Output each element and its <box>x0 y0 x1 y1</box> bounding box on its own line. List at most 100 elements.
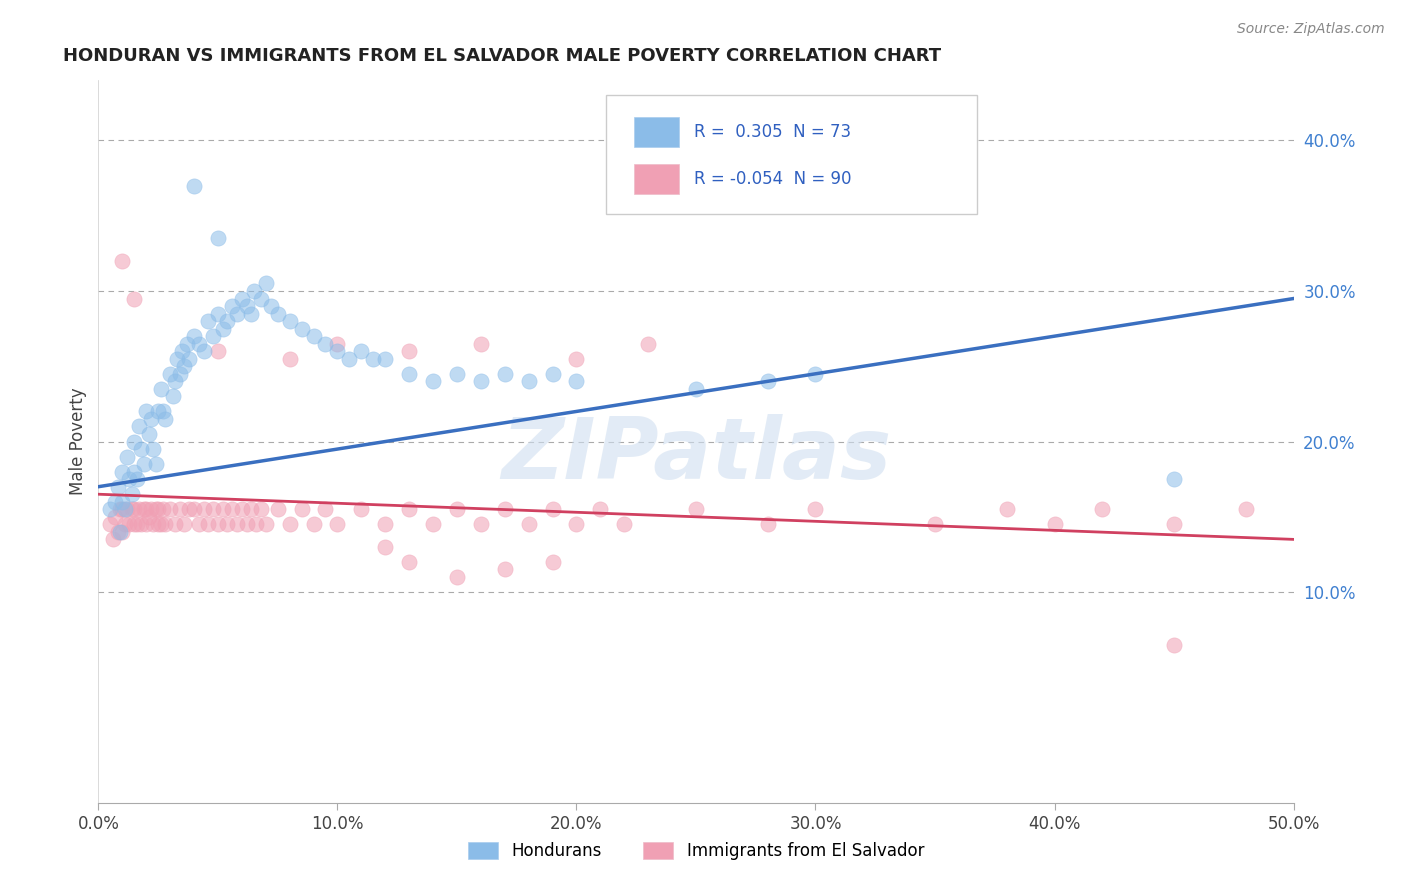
Point <box>470 517 492 532</box>
Point <box>111 494 134 508</box>
Point <box>139 502 162 516</box>
Point <box>541 555 564 569</box>
Point <box>756 374 779 388</box>
Point <box>278 314 301 328</box>
Text: R =  0.305  N = 73: R = 0.305 N = 73 <box>693 122 851 141</box>
Point <box>685 502 707 516</box>
Point <box>291 321 314 335</box>
Point <box>221 299 243 313</box>
Text: ZIPatlas: ZIPatlas <box>501 415 891 498</box>
Point <box>169 367 191 381</box>
Point <box>589 502 612 516</box>
Point <box>104 494 127 508</box>
Point <box>125 517 148 532</box>
Point <box>217 314 239 328</box>
Point <box>1091 502 1114 516</box>
Point <box>155 412 177 426</box>
Point <box>132 502 155 516</box>
Point <box>131 517 153 532</box>
Point <box>169 502 191 516</box>
Point <box>250 502 273 516</box>
Point <box>302 329 325 343</box>
Point <box>159 367 181 381</box>
Point <box>637 336 659 351</box>
Point <box>101 533 124 547</box>
Text: HONDURAN VS IMMIGRANTS FROM EL SALVADOR MALE POVERTY CORRELATION CHART: HONDURAN VS IMMIGRANTS FROM EL SALVADOR … <box>63 47 941 65</box>
Point <box>172 344 194 359</box>
Point <box>202 329 225 343</box>
Point <box>267 502 290 516</box>
Point <box>350 344 373 359</box>
Text: R = -0.054  N = 90: R = -0.054 N = 90 <box>693 169 851 187</box>
Point <box>685 382 707 396</box>
Point <box>125 472 148 486</box>
Point <box>111 524 134 539</box>
Point <box>179 502 201 516</box>
Point <box>291 502 314 516</box>
Point <box>245 517 267 532</box>
Point <box>243 284 266 298</box>
Point <box>166 351 188 366</box>
Point <box>162 389 184 403</box>
Bar <box>634 117 679 147</box>
Point <box>398 344 420 359</box>
Point <box>118 517 141 532</box>
Point <box>494 502 516 516</box>
Point <box>173 359 195 374</box>
Point <box>278 351 301 366</box>
Point <box>804 367 827 381</box>
Point <box>278 517 301 532</box>
Point <box>231 502 253 516</box>
Point <box>193 502 215 516</box>
Point <box>163 517 186 532</box>
Point <box>267 307 290 321</box>
Point <box>132 457 155 471</box>
Point <box>115 450 138 464</box>
Point <box>924 517 946 532</box>
Point <box>207 307 229 321</box>
Point <box>374 540 396 554</box>
Point <box>250 292 273 306</box>
Point <box>124 434 146 449</box>
Point <box>104 509 127 524</box>
Point <box>98 517 122 532</box>
Point <box>159 502 181 516</box>
Point <box>207 231 229 245</box>
Point <box>240 307 263 321</box>
Point <box>124 292 146 306</box>
Point <box>148 502 170 516</box>
Point <box>315 502 337 516</box>
Point <box>145 457 167 471</box>
Point <box>111 502 134 516</box>
Point <box>446 367 468 381</box>
Point <box>254 517 277 532</box>
Point <box>398 367 420 381</box>
Point <box>148 404 170 418</box>
Point <box>363 351 385 366</box>
Point <box>115 502 138 516</box>
Point <box>142 442 165 456</box>
Point <box>240 502 263 516</box>
Point <box>135 502 157 516</box>
Point <box>398 555 420 569</box>
Point <box>107 480 129 494</box>
Point <box>187 517 209 532</box>
Point <box>187 336 209 351</box>
Point <box>494 562 516 576</box>
Point <box>183 178 205 193</box>
Point <box>108 524 131 539</box>
Point <box>121 487 143 501</box>
Point <box>179 351 201 366</box>
Point <box>176 336 198 351</box>
Point <box>163 374 186 388</box>
Point <box>315 336 337 351</box>
Point <box>107 524 129 539</box>
Point <box>326 336 349 351</box>
Point <box>139 412 162 426</box>
Point <box>142 517 165 532</box>
Point <box>235 517 257 532</box>
Point <box>470 336 492 351</box>
Point <box>138 509 160 524</box>
Point <box>565 351 588 366</box>
Y-axis label: Male Poverty: Male Poverty <box>69 388 87 495</box>
